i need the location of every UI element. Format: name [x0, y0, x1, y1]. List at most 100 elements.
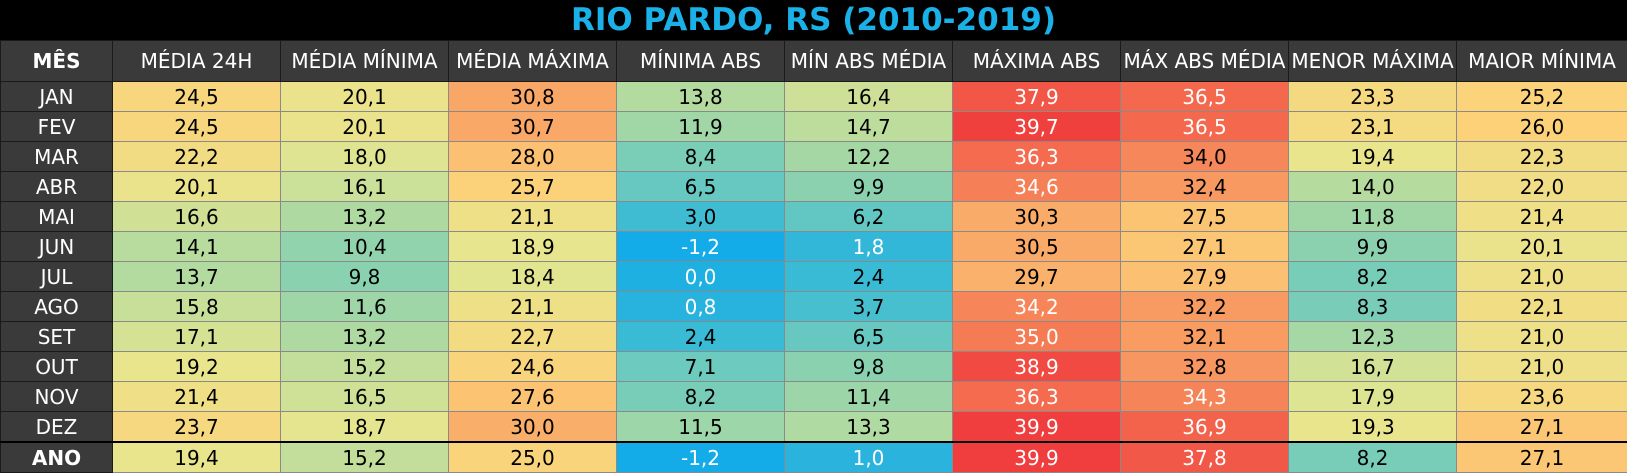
table-cell: 36,5 — [1121, 82, 1289, 112]
month-label: JUN — [1, 232, 113, 262]
table-cell: 14,0 — [1289, 172, 1457, 202]
table-cell: 21,0 — [1457, 322, 1627, 352]
table-cell: -1,2 — [617, 232, 785, 262]
table-cell: 8,2 — [1289, 262, 1457, 292]
column-header: MÊS — [1, 41, 113, 82]
table-cell: 34,0 — [1121, 142, 1289, 172]
table-cell: 13,3 — [785, 412, 953, 443]
column-header: MÉDIA MÁXIMA — [449, 41, 617, 82]
column-header: MÉDIA MÍNIMA — [281, 41, 449, 82]
table-cell: 18,7 — [281, 412, 449, 443]
table-cell: 18,0 — [281, 142, 449, 172]
table-cell: 18,4 — [449, 262, 617, 292]
table-cell: 39,7 — [953, 112, 1121, 142]
month-label: DEZ — [1, 412, 113, 443]
table-cell: 25,7 — [449, 172, 617, 202]
table-cell: 11,5 — [617, 412, 785, 443]
column-header: MÍN ABS MÉDIA — [785, 41, 953, 82]
table-cell: 13,2 — [281, 322, 449, 352]
table-cell: 30,8 — [449, 82, 617, 112]
table-cell: 17,9 — [1289, 382, 1457, 412]
table-cell: 3,0 — [617, 202, 785, 232]
table-cell: 32,4 — [1121, 172, 1289, 202]
table-cell: 32,1 — [1121, 322, 1289, 352]
table-cell: 23,3 — [1289, 82, 1457, 112]
month-label: MAR — [1, 142, 113, 172]
table-cell: 9,9 — [785, 172, 953, 202]
month-label: JAN — [1, 82, 113, 112]
table-cell: 1,0 — [785, 442, 953, 473]
table-cell: 30,3 — [953, 202, 1121, 232]
month-label: OUT — [1, 352, 113, 382]
table-cell: 6,5 — [617, 172, 785, 202]
month-label: FEV — [1, 112, 113, 142]
table-cell: 21,1 — [449, 292, 617, 322]
table-cell: 11,9 — [617, 112, 785, 142]
month-label: ABR — [1, 172, 113, 202]
table-cell: 8,2 — [1289, 442, 1457, 473]
table-cell: 21,0 — [1457, 352, 1627, 382]
table-cell: 0,0 — [617, 262, 785, 292]
table-cell: 11,4 — [785, 382, 953, 412]
table-cell: 2,4 — [785, 262, 953, 292]
table-cell: 20,1 — [281, 112, 449, 142]
table-cell: 22,7 — [449, 322, 617, 352]
table-cell: 24,5 — [113, 112, 281, 142]
table-cell: 28,0 — [449, 142, 617, 172]
table-cell: 36,3 — [953, 382, 1121, 412]
table-cell: 7,1 — [617, 352, 785, 382]
table-cell: 19,3 — [1289, 412, 1457, 443]
table-cell: 16,1 — [281, 172, 449, 202]
table-cell: 20,1 — [113, 172, 281, 202]
table-cell: 27,5 — [1121, 202, 1289, 232]
table-cell: 20,1 — [281, 82, 449, 112]
column-header: MÉDIA 24H — [113, 41, 281, 82]
table-cell: 27,1 — [1457, 442, 1627, 473]
table-cell: 35,0 — [953, 322, 1121, 352]
table-cell: 9,9 — [1289, 232, 1457, 262]
table-cell: 24,5 — [113, 82, 281, 112]
month-label: JUL — [1, 262, 113, 292]
table-cell: 39,9 — [953, 412, 1121, 443]
table-cell: 8,4 — [617, 142, 785, 172]
table-cell: 34,6 — [953, 172, 1121, 202]
month-label: AGO — [1, 292, 113, 322]
table-cell: 22,3 — [1457, 142, 1627, 172]
table-cell: 14,1 — [113, 232, 281, 262]
table-cell: 39,9 — [953, 442, 1121, 473]
table-cell: 25,2 — [1457, 82, 1627, 112]
table-cell: 1,8 — [785, 232, 953, 262]
table-cell: 2,4 — [617, 322, 785, 352]
column-header: MÁX ABS MÉDIA — [1121, 41, 1289, 82]
table-cell: 34,2 — [953, 292, 1121, 322]
table-cell: 17,1 — [113, 322, 281, 352]
table-cell: 30,7 — [449, 112, 617, 142]
table-cell: 19,2 — [113, 352, 281, 382]
table-cell: 23,1 — [1289, 112, 1457, 142]
table-cell: 25,0 — [449, 442, 617, 473]
table-cell: 22,2 — [113, 142, 281, 172]
table-cell: 15,2 — [281, 442, 449, 473]
table-cell: 15,2 — [281, 352, 449, 382]
month-label: MAI — [1, 202, 113, 232]
table-cell: 6,2 — [785, 202, 953, 232]
column-header: MÍNIMA ABS — [617, 41, 785, 82]
month-label: NOV — [1, 382, 113, 412]
table-cell: 27,9 — [1121, 262, 1289, 292]
table-cell: 16,4 — [785, 82, 953, 112]
table-cell: 36,5 — [1121, 112, 1289, 142]
table-cell: 13,2 — [281, 202, 449, 232]
table-cell: 15,8 — [113, 292, 281, 322]
table-cell: 27,1 — [1121, 232, 1289, 262]
table-cell: 26,0 — [1457, 112, 1627, 142]
